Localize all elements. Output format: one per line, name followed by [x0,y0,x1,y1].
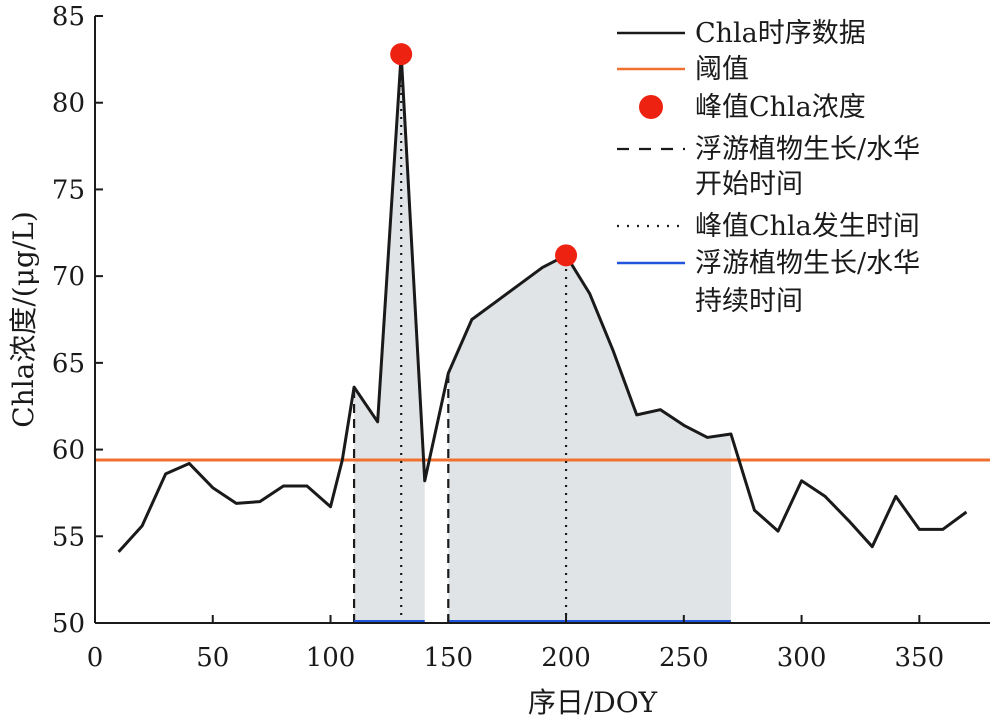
chla-series-layer [117,52,968,553]
y-axis-title: Chla浓度/(μg/L) [7,211,40,428]
y-tick-label: 65 [52,349,85,379]
bloom-area-1 [354,54,425,623]
peak-point-2 [555,244,578,267]
bloom-area-2 [448,255,731,624]
peak-point-1 [390,43,413,66]
legend-label-series: Chla时序数据 [695,18,866,49]
legend-peak-swatch [639,95,663,119]
legend-label-start: 浮游植物生长/水华 [695,134,920,165]
x-tick-label: 150 [423,643,473,673]
legend-label-duration-line2: 持续时间 [695,286,803,317]
legend-label-duration: 浮游植物生长/水华 [695,248,920,279]
x-tick-label: 350 [895,643,945,673]
x-tick-label: 300 [777,643,827,673]
x-tick-label: 200 [541,643,591,673]
peak-markers [390,43,578,267]
legend-label-peak: 峰值Chla浓度 [695,92,866,123]
y-tick-label: 80 [52,89,85,119]
y-tick-label: 70 [52,262,85,292]
y-tick-label: 85 [52,2,85,32]
chla-series-line [117,52,968,553]
x-tick-label: 250 [659,643,709,673]
legend-label-threshold: 阈值 [695,54,749,85]
legend-label-peaktime: 峰值Chla发生时间 [695,211,920,242]
y-tick-label: 55 [52,522,85,552]
y-tick-label: 60 [52,436,85,466]
x-tick-label: 0 [87,643,104,673]
legend-label-start-line2: 开始时间 [695,169,803,200]
x-axis-title: 序日/DOY [528,686,658,719]
y-tick-label: 50 [52,609,85,639]
x-tick-label: 100 [306,643,356,673]
x-tick-label: 50 [196,643,229,673]
y-tick-label: 75 [52,175,85,205]
bloom-fill-layer [354,54,731,624]
bloom-time-markers [352,54,568,623]
legend: Chla时序数据阈值峰值Chla浓度浮游植物生长/水华开始时间峰值Chla发生时… [617,18,920,317]
